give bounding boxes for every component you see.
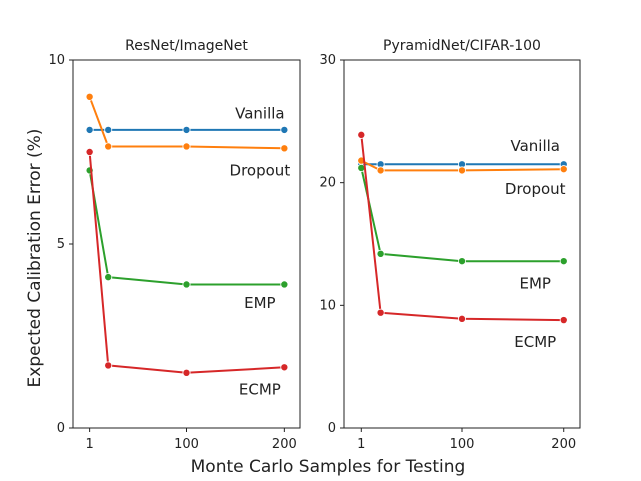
data-point-vanilla <box>182 125 191 134</box>
data-point-emp <box>182 280 191 289</box>
data-point-dropout <box>280 144 289 153</box>
data-point-dropout <box>104 142 113 151</box>
data-point-ecmp <box>357 130 366 139</box>
data-point-ecmp <box>85 147 94 156</box>
y-tick-label: 30 <box>319 53 336 68</box>
data-point-emp <box>559 257 568 266</box>
series-line-dropout <box>88 96 285 150</box>
data-point-emp <box>457 257 466 266</box>
data-point-dropout <box>376 166 385 175</box>
series-line-ecmp <box>88 151 285 374</box>
data-point-ecmp <box>280 363 289 372</box>
data-point-vanilla <box>104 125 113 134</box>
series-label-dropout: Dropout <box>230 161 291 179</box>
data-point-emp <box>376 249 385 258</box>
series-label-dropout: Dropout <box>505 180 566 198</box>
series-line-ecmp <box>360 134 564 322</box>
x-tick-label: 1 <box>85 437 93 452</box>
series-label-vanilla: Vanilla <box>510 137 560 155</box>
series-label-emp: EMP <box>244 294 275 312</box>
series-line-emp <box>88 170 285 286</box>
series-label-vanilla: Vanilla <box>235 104 285 122</box>
data-point-dropout <box>85 92 94 101</box>
x-tick-label: 200 <box>551 437 576 452</box>
data-point-ecmp <box>104 361 113 370</box>
data-point-dropout <box>457 166 466 175</box>
data-point-emp <box>104 273 113 282</box>
panel-resnet-imagenet: ResNet/ImageNet 0 5 10 1 100 200 Vanilla Dropout… <box>48 38 301 452</box>
x-tick-label: 200 <box>272 437 297 452</box>
y-axis-label: Expected Calibration Error (%) <box>25 129 45 388</box>
data-point-ecmp <box>559 316 568 325</box>
series-label-emp: EMP <box>520 274 551 292</box>
panel-pyramidnet-cifar100: PyramidNet/CIFAR-100 0 10 20 30 1 100 200 Vanill… <box>319 38 581 452</box>
x-axis-label: Monte Carlo Samples for Testing <box>191 457 466 477</box>
x-tick-label: 100 <box>174 437 199 452</box>
panel-title: PyramidNet/CIFAR-100 <box>383 38 541 54</box>
y-tick-label: 10 <box>48 53 65 68</box>
y-axis-label-group: Expected Calibration Error (%) <box>25 129 45 388</box>
data-point-vanilla <box>280 125 289 134</box>
data-point-vanilla <box>85 125 94 134</box>
panel-title: ResNet/ImageNet <box>125 38 248 54</box>
x-tick-label: 100 <box>450 437 475 452</box>
y-tick-label: 5 <box>57 237 65 252</box>
series-line-emp <box>360 167 564 263</box>
data-point-ecmp <box>457 314 466 323</box>
data-point-dropout <box>559 165 568 174</box>
y-tick-label: 20 <box>319 176 336 191</box>
y-tick-label: 0 <box>328 421 336 436</box>
x-tick-label: 1 <box>357 437 365 452</box>
data-point-ecmp <box>376 308 385 317</box>
series-label-ecmp: ECMP <box>239 380 281 398</box>
y-tick-label: 0 <box>57 421 65 436</box>
y-tick-label: 10 <box>319 298 336 313</box>
series-line-dropout <box>360 159 564 172</box>
data-point-ecmp <box>182 368 191 377</box>
data-point-emp <box>280 280 289 289</box>
data-point-dropout <box>182 142 191 151</box>
series-label-ecmp: ECMP <box>514 333 556 351</box>
